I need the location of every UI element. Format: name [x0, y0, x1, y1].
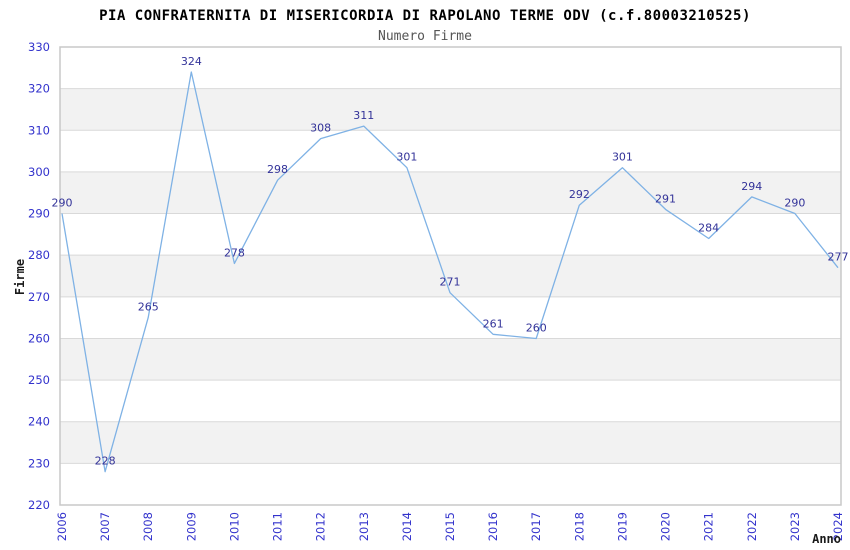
data-point-label: 261	[483, 317, 504, 330]
chart-subtitle: Numero Firme	[378, 29, 472, 44]
y-axis-title: Firme	[13, 259, 27, 295]
data-point-label: 298	[267, 163, 288, 176]
x-tick-label: 2007	[98, 512, 112, 541]
x-axis-title: Anno	[812, 532, 841, 546]
data-point-label: 311	[353, 109, 374, 122]
data-point-label: 260	[526, 321, 547, 334]
x-tick-label: 2019	[615, 512, 629, 541]
x-tick-label: 2018	[572, 512, 586, 541]
y-tick-label: 270	[28, 290, 50, 304]
y-tick-label: 300	[28, 165, 50, 179]
y-tick-label: 290	[28, 207, 50, 221]
grid-band	[60, 338, 841, 381]
y-tick-label: 320	[28, 82, 50, 96]
y-tick-label: 240	[28, 415, 50, 429]
grid-band	[60, 421, 841, 464]
x-tick-label: 2010	[227, 512, 241, 541]
x-tick-label: 2017	[529, 512, 543, 541]
grid-band	[60, 171, 841, 214]
x-tick-label: 2020	[659, 512, 673, 541]
x-tick-label: 2006	[55, 512, 69, 541]
x-tick-label: 2009	[184, 512, 198, 541]
x-tick-label: 2012	[314, 512, 328, 541]
x-tick-label: 2015	[443, 512, 457, 541]
y-tick-label: 250	[28, 373, 50, 387]
data-point-label: 301	[612, 151, 633, 164]
y-tick-label: 280	[28, 248, 50, 262]
grid-band	[60, 88, 841, 131]
x-tick-label: 2013	[357, 512, 371, 541]
data-point-label: 290	[52, 197, 73, 210]
x-tick-label: 2021	[702, 512, 716, 541]
x-tick-label: 2008	[141, 512, 155, 541]
x-tick-label: 2023	[788, 512, 802, 541]
data-point-label: 291	[655, 192, 676, 205]
y-tick-label: 220	[28, 498, 50, 512]
data-point-label: 284	[698, 222, 719, 235]
data-point-label: 324	[181, 55, 202, 68]
grid-band	[60, 255, 841, 297]
y-tick-label: 330	[28, 40, 50, 54]
x-tick-label: 2024	[831, 512, 845, 541]
data-point-label: 290	[784, 197, 805, 210]
data-point-label: 265	[138, 301, 159, 314]
data-point-label: 278	[224, 247, 245, 260]
x-tick-label: 2016	[486, 512, 500, 541]
data-point-label: 292	[569, 188, 590, 201]
y-tick-label: 230	[28, 456, 50, 470]
y-tick-label: 260	[28, 331, 50, 345]
data-point-label: 277	[828, 251, 849, 264]
data-line	[61, 71, 839, 473]
y-tick-label: 310	[28, 123, 50, 137]
plot-border	[59, 46, 842, 506]
x-tick-label: 2011	[271, 512, 285, 541]
data-point-label: 301	[396, 151, 417, 164]
x-tick-label: 2022	[745, 512, 759, 541]
chart-title: PIA CONFRATERNITA DI MISERICORDIA DI RAP…	[99, 8, 751, 24]
data-point-label: 308	[310, 122, 331, 135]
data-point-label: 294	[741, 180, 762, 193]
x-tick-label: 2014	[400, 512, 414, 541]
data-point-label: 271	[440, 276, 461, 289]
data-point-label: 228	[95, 455, 116, 468]
